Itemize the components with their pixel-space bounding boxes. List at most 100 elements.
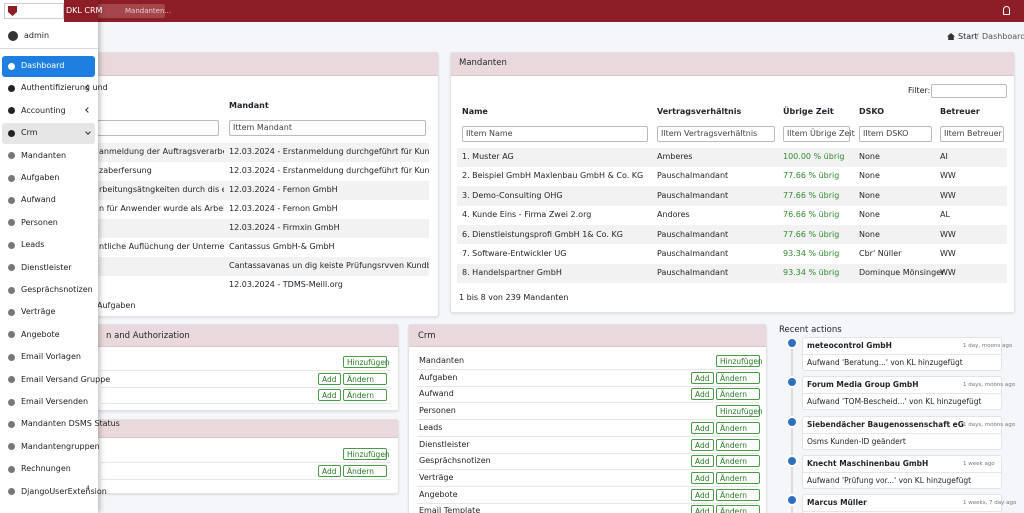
filter-input[interactable]: Iltem Name: [462, 126, 648, 142]
action-object[interactable]: Siebendächer Baugenossenschaft eG: [807, 419, 964, 429]
action-button[interactable]: Add: [691, 388, 714, 401]
mandant-name[interactable]: 3. Demo-Consulting OHG: [462, 190, 563, 200]
model-link[interactable]: Gesprächsnotizen: [419, 456, 491, 466]
nav-link[interactable]: Dashboard: [21, 61, 65, 70]
action-button[interactable]: Add: [691, 455, 714, 468]
mandant-name[interactable]: 2. Beispiel GmbH Maxlenbau GmbH & Co. KG: [462, 171, 644, 181]
mandant-name[interactable]: 6. Dienstleistungsprofi GmbH 1& Co. KG: [462, 229, 623, 239]
action-button[interactable]: Ändern: [716, 471, 760, 484]
active-item: [2, 56, 95, 77]
action-button[interactable]: Ändern: [343, 389, 387, 402]
row-divider: [101, 370, 391, 371]
action-button[interactable]: Add: [691, 421, 714, 434]
user-name[interactable]: admin: [24, 31, 50, 40]
filter-input[interactable]: IItem DSKO: [859, 126, 932, 142]
action-object[interactable]: Knecht Maschinenbau GmbH: [807, 458, 929, 468]
recent-title: Recent actions: [779, 325, 842, 335]
action-button[interactable]: Add: [691, 505, 714, 513]
nav-link[interactable]: Angebote: [21, 329, 60, 339]
column-header: DSKO: [859, 107, 885, 116]
model-link[interactable]: Aufwand: [419, 389, 454, 399]
table-cell: 93.34 % übrig: [783, 249, 840, 258]
nav-link[interactable]: Authentifizierung und: [21, 83, 108, 93]
action-button[interactable]: Add: [318, 372, 341, 385]
action-button[interactable]: Ändern: [343, 372, 387, 385]
action-button[interactable]: Hinzufügen: [343, 448, 390, 460]
nav-link[interactable]: Mandanten: [21, 150, 67, 160]
action-button[interactable]: Ändern: [716, 371, 760, 384]
nav-link[interactable]: Gesprächsnotizen: [21, 285, 93, 294]
task-title: zaberfersung: [99, 166, 152, 175]
home-icon: [947, 33, 955, 40]
nav-link[interactable]: Aufwand: [21, 195, 56, 205]
mandant-name[interactable]: 7. Software-Entwickler UG: [462, 249, 567, 258]
nav-link[interactable]: Accounting: [21, 105, 66, 115]
table-cell: None: [859, 152, 880, 161]
nav-icon: [8, 219, 15, 227]
breadcrumb-link[interactable]: Start: [958, 32, 978, 41]
model-link[interactable]: Verträge: [419, 472, 454, 482]
nav-link[interactable]: Leads: [21, 240, 45, 250]
table-cell: WW: [940, 229, 956, 239]
action-object[interactable]: Marcus Müller: [807, 498, 867, 508]
action-object[interactable]: Forum Media Group GmbH: [807, 380, 919, 390]
action-text: Aufwand 'Beratung...' von KL hinzugefügt: [807, 358, 963, 367]
table-cell: Pauschalmandant: [657, 249, 729, 258]
action-button[interactable]: Hinzufügen: [716, 405, 763, 418]
nav-link[interactable]: Verträge: [21, 307, 56, 317]
nav-link[interactable]: Aufgaben: [21, 173, 60, 182]
nav-link[interactable]: Dienstleister: [21, 262, 72, 272]
model-link[interactable]: Personen: [419, 406, 456, 416]
action-button[interactable]: Ändern: [716, 438, 760, 451]
action-card: Knecht Maschinenbau GmbH 1 week ago Aufwan…: [802, 454, 1002, 489]
nav-link[interactable]: Mandantengruppen: [21, 441, 100, 451]
user-icon[interactable]: [1003, 6, 1010, 15]
action-button[interactable]: Ändern: [716, 488, 760, 501]
action-button[interactable]: Ändern: [343, 464, 387, 477]
mandant-name[interactable]: 8. Handelspartner GmbH: [462, 268, 562, 278]
action-button[interactable]: Ändern: [716, 388, 760, 401]
nav-link[interactable]: Email Vorlagen: [21, 352, 81, 362]
task-mandant: 12.03.2024 - TDMS-Meill.org: [229, 280, 343, 289]
model-link[interactable]: Leads: [419, 422, 443, 432]
nav-link[interactable]: Crm: [21, 128, 38, 138]
filter-input[interactable]: Iltem Übrige Zeit: [783, 126, 855, 142]
action-button[interactable]: Hinzufügen: [343, 356, 390, 368]
action-button[interactable]: Add: [691, 371, 714, 384]
mandant-name[interactable]: 1. Muster AG: [462, 152, 514, 161]
nav-link[interactable]: Email Versenden: [21, 397, 89, 406]
nav-link[interactable]: Mandanten DSMS Status: [21, 419, 120, 429]
action-button[interactable]: Ändern: [716, 505, 760, 513]
model-link[interactable]: Email Template: [419, 506, 481, 513]
action-button[interactable]: Ändern: [716, 421, 760, 434]
action-button[interactable]: Add: [318, 464, 341, 477]
model-link[interactable]: Aufgaben: [419, 372, 458, 382]
action-time: 1 days, moons ago: [963, 382, 1016, 389]
action-button[interactable]: Add: [691, 471, 714, 484]
action-button[interactable]: Add: [691, 438, 714, 451]
mandant-name[interactable]: 4. Kunde Eins - Firma Zwei 2.org: [462, 210, 592, 220]
model-link[interactable]: Angebote: [419, 489, 458, 499]
table-row-stripe: [457, 147, 1007, 167]
filter-input[interactable]: Iltem Betreuer: [940, 126, 1004, 142]
crm-panel: Crm Mandanten Hinzufügen Aufgaben Ändern Add A…: [408, 324, 767, 513]
row-divider: [101, 462, 391, 463]
filter-input[interactable]: Ittem Mandant: [229, 120, 426, 136]
action-button[interactable]: Ändern: [716, 455, 760, 468]
nav-link[interactable]: Email Versand Gruppe: [21, 374, 111, 384]
model-link[interactable]: Mandanten: [419, 356, 465, 365]
table-cell: 100.00 % übrig: [783, 152, 845, 161]
nav-link[interactable]: Personen: [21, 217, 58, 227]
action-button[interactable]: Add: [691, 488, 714, 501]
model-link[interactable]: Dienstleister: [419, 439, 470, 449]
nav-link[interactable]: Rechnungen: [21, 464, 71, 474]
action-button[interactable]: Add: [318, 389, 341, 402]
timeline-icon: [786, 454, 798, 467]
action-button[interactable]: Hinzufügen: [716, 355, 763, 367]
filter-input[interactable]: [931, 84, 1007, 98]
filter-input[interactable]: Iltem Vertragsverhältnis: [657, 126, 775, 142]
nav-link[interactable]: DjangoUserExtension: [21, 486, 107, 496]
nav-badge: 4: [86, 484, 90, 492]
action-object[interactable]: meteocontrol GmbH: [807, 341, 892, 350]
search-box[interactable]: Mandanten...: [97, 4, 171, 18]
